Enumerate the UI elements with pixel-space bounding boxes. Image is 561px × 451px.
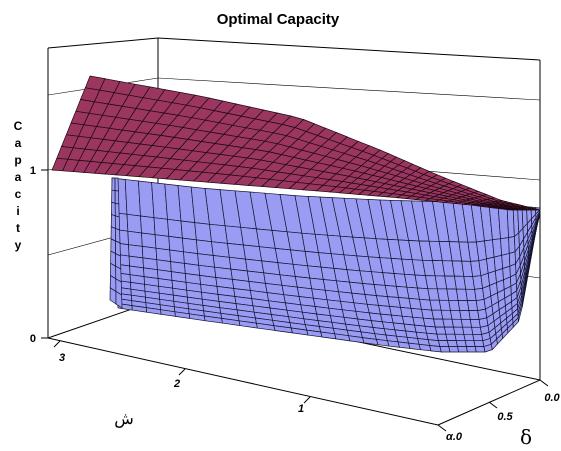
surface-lower-cell (168, 236, 184, 253)
surface-lower-flank-cell (115, 290, 123, 309)
y-tick-label-a0: α.0 (446, 431, 463, 443)
z-axis-title-letter: t (16, 221, 20, 235)
surface-lower-flank-cell (111, 189, 116, 204)
surface-lower-flank-cell (111, 201, 116, 217)
surface-lower-cell (471, 326, 483, 335)
surface-lower-cell (209, 223, 228, 244)
surface-lower-flank-cell (114, 190, 120, 205)
x-tick-label-1: 1 (298, 403, 304, 415)
z-axis-ticks: 0 1 (30, 165, 48, 345)
surface-lower-cell (457, 346, 468, 353)
y-tick-label-05: 0.5 (497, 411, 513, 423)
surface-lower-cell (451, 318, 464, 328)
chart-title: Optimal Capacity (217, 11, 340, 28)
z-axis-title-letter: p (14, 153, 21, 167)
x-axis-line (47, 337, 439, 426)
z-tick-label-0: 0 (30, 333, 36, 345)
surface-lower-flank-cell (114, 215, 120, 231)
z-axis-title-letter: a (15, 170, 22, 184)
surface-lower-cell (462, 326, 474, 335)
surface-lower-cell (448, 346, 460, 353)
surface-lower-cell (169, 249, 185, 264)
surface-lower-flank-cell (114, 177, 119, 192)
surface-lower-cell (439, 346, 451, 353)
surface-lower-flank-cell (111, 177, 116, 191)
x-tick-mark-1 (303, 396, 311, 404)
surface-lower-cell (463, 333, 475, 342)
x-tick-label-3: 3 (59, 352, 65, 364)
surface-lower-cell (469, 319, 481, 328)
y-tick-mark-a0 (437, 424, 447, 432)
x-axis-ticks: 3 2 1 ش (53, 340, 311, 428)
surface-lower-cell (446, 340, 458, 347)
surface-lower-cell (194, 222, 212, 243)
z-axis-title-letter: a (15, 136, 22, 150)
z-axis-title-letter: C (14, 119, 23, 133)
surface-lower-cell (460, 318, 473, 328)
y-tick-label-00: 0.0 (544, 392, 560, 404)
surface-lower-cell (258, 246, 279, 263)
z-axis-title-letter: c (15, 187, 22, 201)
surface-lower-cell (140, 215, 156, 236)
z-tick-label-1: 1 (30, 165, 36, 177)
surface-lower-cell (182, 237, 198, 255)
y-axis-ticks: α.0 0.5 0.0 δ (437, 379, 561, 449)
surface-lower-cell (474, 346, 486, 353)
surface-lower-cell (277, 262, 296, 277)
x-tick-label-2: 2 (173, 378, 180, 390)
surface-lower-cell (126, 213, 142, 234)
surface-lower-cell (141, 232, 157, 249)
surface-lower-cell (464, 340, 476, 347)
surface-lower-cell (454, 333, 466, 342)
z-axis-title-letter: i (16, 204, 19, 218)
surface-lower-cell (227, 243, 246, 260)
surface-lower-cell (153, 217, 170, 237)
surface-lower-cell (242, 244, 263, 262)
surface-lower-cell (508, 236, 516, 254)
surface-lower-cell (472, 333, 484, 342)
surface-lower-flank-cell (114, 202, 120, 218)
z-axis-title-letter: y (15, 238, 22, 252)
y-tick-mark-00 (539, 379, 549, 387)
z-axis-title: Capacity (14, 119, 23, 252)
surface-lower-cell (492, 238, 503, 258)
surface-lower-cell (211, 241, 230, 258)
surface-lower-cell (128, 244, 144, 259)
wall-gridline-z-top-back (157, 77, 541, 101)
back-top-edge (157, 37, 541, 61)
surface-lower-flank-cell (110, 226, 116, 242)
surface-lower-cell (443, 326, 456, 335)
surface-lower-cell (127, 230, 143, 247)
surface-lower-cell (141, 245, 158, 261)
surface-lower-cell (465, 346, 477, 353)
surface-upper-cell (504, 208, 514, 211)
surface-lower-flank-cell (115, 227, 121, 244)
y-axis-title: δ (520, 425, 532, 449)
surface-lower-flank-cell (110, 214, 116, 229)
surface-lower-cell (124, 179, 141, 217)
surfaces (51, 75, 541, 353)
surface-lower-cell (500, 237, 510, 256)
surface-lower-cell (445, 333, 457, 341)
x-tick-mark-3 (53, 340, 61, 348)
surface-lower-cell (453, 326, 465, 335)
surface-lower-cell (167, 218, 183, 239)
surface-lower-cell (309, 277, 326, 291)
surface-lower-cell (473, 340, 485, 347)
surface-lower-cell (459, 310, 471, 320)
y-tick-mark-05 (488, 401, 498, 409)
back-left-top-edge (47, 37, 159, 49)
surface-lower-cell (154, 234, 171, 251)
surface-lower-cell (180, 220, 197, 241)
surface-lower-cell (292, 263, 311, 279)
x-axis-title: ش (114, 409, 134, 428)
surface-lower-cell (455, 340, 467, 347)
x-tick-mark-2 (178, 368, 186, 376)
surface-lower-cell (196, 239, 214, 256)
surface-lower-cell (536, 207, 541, 229)
